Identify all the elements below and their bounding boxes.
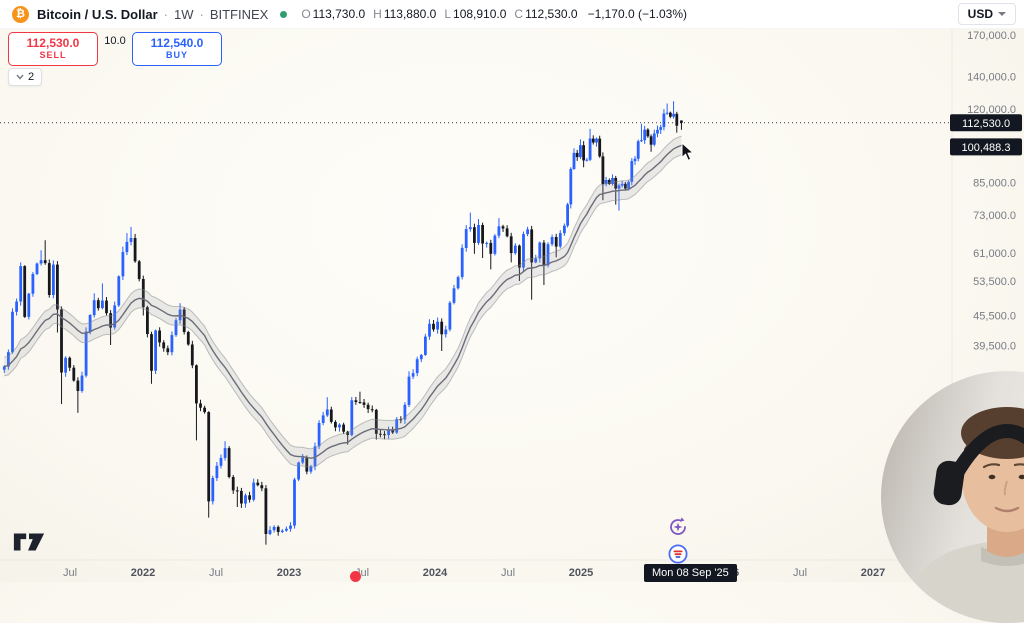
svg-text:2025: 2025	[569, 567, 593, 579]
svg-text:53,500.0: 53,500.0	[973, 276, 1016, 288]
close-value: 112,530.0	[525, 7, 578, 21]
timeframe-label[interactable]: 1W	[173, 6, 194, 22]
svg-text:85,000.0: 85,000.0	[973, 178, 1016, 190]
title-separator: ·	[163, 6, 168, 22]
svg-text:61,000.0: 61,000.0	[973, 248, 1016, 260]
svg-text:170,000.0: 170,000.0	[967, 30, 1016, 42]
svg-text:Jul: Jul	[793, 567, 807, 579]
title-separator: ·	[199, 6, 204, 22]
bar-counter-button[interactable]: 2	[8, 68, 43, 86]
crosshair-date-tooltip: Mon 08 Sep '25	[644, 564, 737, 582]
currency-selector[interactable]: USD	[957, 3, 1016, 25]
low-value: 108,910.0	[453, 7, 507, 21]
spread-value: 10.0	[104, 35, 126, 47]
indicator-badge-icon[interactable]	[668, 544, 688, 569]
svg-text:39,500.0: 39,500.0	[973, 341, 1016, 353]
buy-label: BUY	[165, 50, 188, 61]
sell-button[interactable]: 112,530.0 SELL	[8, 32, 98, 66]
ma-value-badge: 100,488.3	[950, 138, 1022, 156]
svg-text:2023: 2023	[277, 567, 301, 579]
buy-button[interactable]: 112,540.0 BUY	[132, 32, 222, 66]
tradingview-logo[interactable]	[12, 530, 46, 559]
buy-price: 112,540.0	[150, 35, 204, 50]
svg-text:2024: 2024	[423, 567, 448, 579]
svg-text:100,488.3: 100,488.3	[962, 142, 1011, 154]
exchange-label[interactable]: BITFINEX	[209, 6, 269, 22]
svg-text:120,000.0: 120,000.0	[967, 104, 1016, 116]
svg-text:140,000.0: 140,000.0	[967, 71, 1016, 83]
open-value: 113,730.0	[312, 7, 366, 21]
sell-label: SELL	[39, 50, 67, 61]
price-chart[interactable]: 170,000.0 140,000.0 120,000.0 85,000.0 73,00…	[0, 0, 1024, 582]
close-label: C	[514, 7, 524, 21]
chart-toolbar: ₿ Bitcoin / U.S. Dollar · 1W · BITFINEX …	[0, 0, 1024, 29]
open-label: O	[301, 7, 311, 21]
svg-text:2027: 2027	[861, 567, 885, 579]
market-status-dot	[280, 10, 288, 18]
svg-text:Jul: Jul	[209, 567, 223, 579]
time-axis[interactable]: Jul2022Jul2023Jul2024Jul20252026Jul2027	[63, 567, 885, 579]
ma-ribbon	[4, 135, 682, 469]
chevron-down-icon	[16, 74, 24, 80]
svg-text:112,530.0: 112,530.0	[962, 118, 1010, 130]
symbol-title[interactable]: Bitcoin / U.S. Dollar	[37, 6, 158, 22]
chevron-down-icon	[998, 12, 1006, 16]
buy-sell-widget: 112,530.0 SELL 10.0 112,540.0 BUY	[8, 32, 222, 66]
ohlc-readout: O 113,730.0 H 113,880.0 L 108,910.0 C 11…	[301, 7, 687, 21]
bitcoin-icon: ₿	[12, 5, 29, 23]
bar-counter-value: 2	[28, 71, 35, 83]
svg-text:Jul: Jul	[63, 567, 77, 579]
sparkle-refresh-icon[interactable]	[666, 515, 690, 544]
high-value: 113,880.0	[383, 7, 437, 21]
svg-text:Jul: Jul	[501, 567, 515, 579]
change-value: −1,170.0 (−1.03%)	[587, 7, 687, 21]
currency-label: USD	[967, 7, 993, 21]
high-label: H	[373, 7, 382, 21]
price-axis[interactable]: 170,000.0 140,000.0 120,000.0 85,000.0 73,00…	[967, 30, 1016, 353]
playhead-marker-dot[interactable]	[350, 571, 361, 582]
svg-text:45,500.0: 45,500.0	[973, 311, 1016, 323]
low-label: L	[444, 7, 452, 21]
svg-text:73,000.0: 73,000.0	[973, 210, 1016, 222]
svg-text:2022: 2022	[131, 567, 155, 579]
current-price-badge: 112,530.0	[950, 114, 1022, 132]
sell-price: 112,530.0	[26, 35, 80, 50]
